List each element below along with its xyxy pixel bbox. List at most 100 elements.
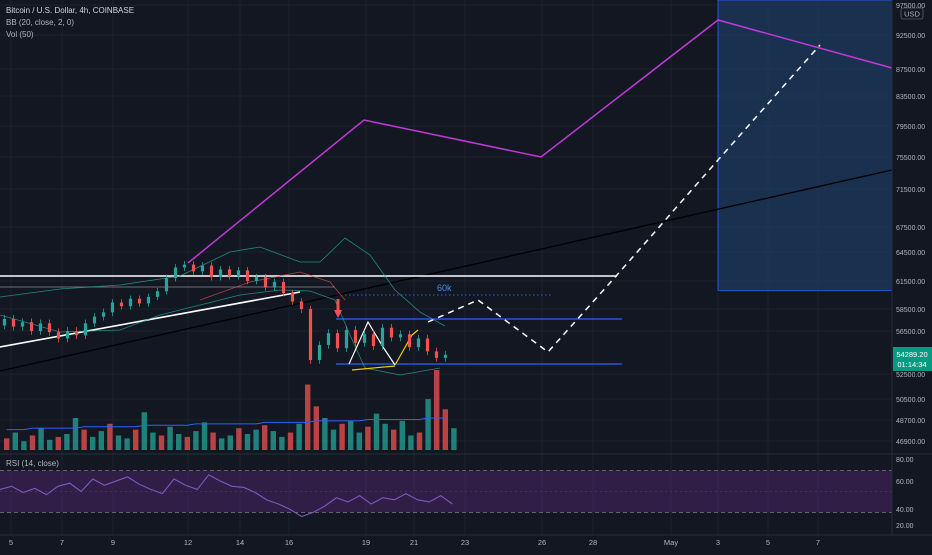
candle-body-12 bbox=[101, 312, 106, 317]
candle-body-34 bbox=[299, 301, 304, 309]
indicator-bb-label: BB (20, close, 2, 0) bbox=[6, 18, 74, 27]
symbol-title: Bitcoin / U.S. Dollar, 4h, COINBASE bbox=[6, 6, 134, 15]
time-tick-label-7: 21 bbox=[410, 538, 418, 547]
rsi-tick-label-0: 80.00 bbox=[896, 457, 914, 464]
bollinger-basis bbox=[199, 271, 346, 301]
candle-body-6 bbox=[47, 323, 52, 333]
volume-bar-23 bbox=[201, 422, 208, 450]
volume-pane bbox=[4, 370, 457, 450]
time-tick-label-4: 14 bbox=[236, 538, 244, 547]
volume-bar-37 bbox=[322, 418, 328, 450]
forecast-dashed-path bbox=[427, 44, 821, 354]
price-badge bbox=[893, 347, 932, 371]
volume-bar-49 bbox=[425, 399, 431, 450]
price-tick-label-13: 50500.00 bbox=[896, 397, 925, 404]
candle-body-38 bbox=[335, 333, 340, 349]
volume-bar-13 bbox=[115, 435, 122, 450]
time-tick-label-10: 28 bbox=[589, 538, 597, 547]
volume-bar-20 bbox=[176, 434, 182, 450]
volume-bar-27 bbox=[236, 428, 242, 450]
candle-body-17 bbox=[146, 296, 151, 304]
price-tick-label-9: 61500.00 bbox=[896, 279, 925, 286]
volume-bar-10 bbox=[90, 436, 96, 450]
rsi-tick-label-1: 60.00 bbox=[896, 479, 914, 486]
volume-bar-52 bbox=[451, 428, 457, 450]
candle-body-35 bbox=[308, 309, 313, 361]
candle-body-37 bbox=[326, 333, 331, 345]
candle-body-21 bbox=[182, 264, 187, 268]
price-tick-label-3: 83500.00 bbox=[896, 94, 925, 101]
currency-badge[interactable] bbox=[900, 7, 924, 20]
indicator-vol-label: Vol (50) bbox=[6, 30, 34, 39]
bollinger-lower bbox=[0, 289, 441, 376]
candle-body-39 bbox=[344, 329, 349, 349]
time-tick-label-11: May bbox=[664, 538, 678, 547]
time-tick-label-8: 23 bbox=[461, 538, 469, 547]
candle-body-22 bbox=[191, 264, 196, 272]
volume-bar-17 bbox=[150, 432, 156, 450]
price-tick-label-7: 67500.00 bbox=[896, 225, 925, 232]
candle-body-40 bbox=[353, 329, 358, 343]
price-badge-value: 54289.20 bbox=[896, 350, 927, 359]
volume-bar-34 bbox=[296, 423, 302, 450]
candle-body-13 bbox=[110, 302, 115, 313]
volume-bar-33 bbox=[287, 432, 294, 450]
volume-bar-50 bbox=[434, 370, 440, 450]
volume-bar-1 bbox=[12, 432, 18, 450]
time-tick-label-12: 3 bbox=[716, 538, 720, 547]
candle-body-9 bbox=[74, 331, 79, 336]
time-axis: 5 7 9 12 14 16 19 21 23 26 28 May 3 5 7 bbox=[0, 534, 932, 547]
volume-bar-25 bbox=[219, 438, 225, 450]
price-tick-label-5: 75500.00 bbox=[896, 155, 925, 162]
candle-body-29 bbox=[254, 277, 259, 281]
pattern-white bbox=[348, 320, 396, 366]
price-tick-label-1: 92500.00 bbox=[896, 33, 925, 40]
volume-bar-26 bbox=[227, 435, 233, 450]
volume-bar-48 bbox=[416, 432, 423, 450]
volume-bar-45 bbox=[391, 429, 397, 450]
volume-bar-7 bbox=[64, 434, 70, 450]
candle-body-33 bbox=[290, 293, 295, 302]
time-tick-label-6: 19 bbox=[362, 538, 370, 547]
volume-bar-44 bbox=[382, 423, 388, 450]
volume-bar-6 bbox=[55, 436, 61, 450]
volume-bar-12 bbox=[107, 423, 113, 450]
candle-body-46 bbox=[407, 334, 412, 348]
annotation-60k: 60k bbox=[437, 283, 452, 293]
volume-bar-22 bbox=[193, 431, 199, 450]
price-tick-label-14: 48700.00 bbox=[896, 418, 925, 425]
volume-bar-35 bbox=[305, 384, 311, 450]
volume-bar-0 bbox=[4, 438, 10, 450]
volume-bar-51 bbox=[442, 409, 448, 450]
volume-bar-39 bbox=[339, 423, 345, 450]
candle-body-8 bbox=[65, 331, 70, 339]
volume-bar-24 bbox=[210, 432, 216, 450]
candle-body-36 bbox=[317, 344, 322, 361]
price-tick-label-2: 87500.00 bbox=[896, 67, 925, 74]
volume-bar-3 bbox=[29, 435, 36, 450]
candle-body-42 bbox=[371, 334, 376, 347]
time-tick-label-2: 9 bbox=[111, 538, 115, 547]
time-tick-label-13: 5 bbox=[766, 538, 770, 547]
candle-body-30 bbox=[263, 277, 268, 288]
volume-bar-32 bbox=[279, 436, 285, 450]
projection-line bbox=[187, 19, 893, 264]
volume-bar-42 bbox=[365, 426, 371, 450]
price-structure bbox=[0, 19, 893, 376]
candle-body-24 bbox=[209, 265, 214, 278]
rsi-line bbox=[0, 474, 453, 518]
candle-body-32 bbox=[281, 281, 286, 294]
pattern-yellow-neckline bbox=[351, 365, 396, 371]
price-tick-label-4: 79500.00 bbox=[896, 124, 925, 131]
candle-body-27 bbox=[236, 270, 241, 277]
volume-bar-15 bbox=[133, 429, 139, 450]
candles bbox=[2, 261, 448, 364]
volume-bar-16 bbox=[141, 412, 147, 450]
time-tick-label-9: 26 bbox=[538, 538, 546, 547]
candle-body-18 bbox=[155, 291, 160, 297]
time-tick-label-0: 5 bbox=[9, 538, 13, 547]
candle-body-50 bbox=[443, 354, 448, 358]
pattern-yellow-right bbox=[394, 329, 419, 366]
volume-bar-46 bbox=[399, 420, 405, 450]
